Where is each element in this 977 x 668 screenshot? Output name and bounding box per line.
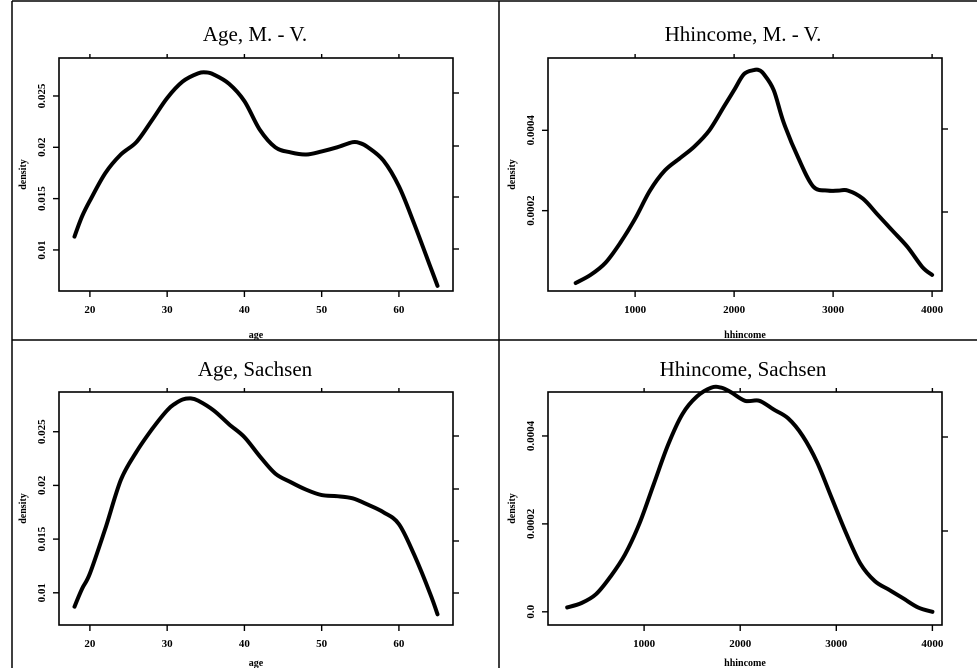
- y-tick-label: 0.025: [36, 419, 48, 444]
- x-tick-label: 1000: [624, 304, 647, 316]
- plot-area: [58, 57, 454, 292]
- y-axis-label: density: [18, 493, 29, 524]
- y-tick-label: 0.0: [525, 604, 537, 618]
- chart-panel: Hhincome, M. - V. 1000 2000 3000 4000 0.0002 0…: [507, 22, 948, 341]
- panel-grid-lines: [11, 0, 977, 668]
- y-tick-label: 0.01: [36, 240, 48, 259]
- y-tick-label: 0.015: [36, 526, 48, 551]
- x-tick-label: 2000: [723, 304, 746, 316]
- x-tick-label: 50: [316, 304, 328, 316]
- x-tick-label: 2000: [729, 638, 752, 650]
- x-axis-label: hhincome: [724, 658, 766, 668]
- y-tick-label: 0.0002: [525, 508, 537, 539]
- y-tick-label: 0.015: [36, 186, 48, 211]
- x-tick-label: 40: [239, 638, 251, 650]
- y-tick-label: 0.0004: [525, 115, 537, 146]
- chart-panel: Hhincome, Sachsen 1000 2000 3000 4000 0.0 0.00…: [507, 357, 948, 668]
- x-tick-label: 60: [393, 638, 405, 650]
- x-tick-label: 3000: [822, 304, 845, 316]
- chart-title: Age, M. - V.: [203, 22, 307, 46]
- y-axis-label: density: [18, 159, 29, 190]
- x-tick-label: 4000: [921, 638, 944, 650]
- x-tick-label: 20: [84, 638, 96, 650]
- plot-area: [58, 391, 454, 626]
- chart-panel: Age, Sachsen 20 30 40 50 60 0.01 0.015 0.02 0.025…: [18, 357, 459, 668]
- plot-area: [547, 57, 943, 292]
- y-axis-label: density: [507, 493, 518, 524]
- y-axis-label: density: [507, 159, 518, 190]
- plot-area: [547, 391, 943, 626]
- x-tick-label: 20: [84, 304, 96, 316]
- y-tick-label: 0.025: [36, 83, 48, 108]
- y-tick-label: 0.0002: [525, 195, 537, 226]
- chart-title: Hhincome, Sachsen: [660, 357, 827, 381]
- y-tick-label: 0.02: [36, 475, 48, 495]
- x-tick-label: 3000: [825, 638, 848, 650]
- chart-title: Hhincome, M. - V.: [665, 22, 822, 46]
- chart-panels: Age, M. - V.20 30 40 50 600.010.0150.020.025…: [18, 22, 948, 668]
- x-tick-label: 30: [162, 638, 174, 650]
- y-tick-label: 0.0004: [525, 420, 537, 451]
- y-tick-label: 0.01: [36, 583, 48, 602]
- x-axis-label: age: [249, 658, 264, 668]
- density-curve: [72, 70, 440, 288]
- x-tick-label: 50: [316, 638, 328, 650]
- x-tick-label: 4000: [921, 304, 944, 316]
- x-tick-label: 60: [393, 304, 405, 316]
- chart-title: Age, Sachsen: [198, 357, 313, 381]
- y-tick-label: 0.02: [36, 137, 48, 157]
- x-tick-label: 30: [162, 304, 174, 316]
- x-tick-label: 40: [239, 304, 251, 316]
- x-axis-label: hhincome: [724, 330, 766, 341]
- density-curve: [72, 396, 440, 617]
- density-curve: [573, 67, 935, 285]
- x-axis-label: age: [249, 330, 264, 341]
- density-curve: [565, 384, 935, 614]
- chart-panel: Age, M. - V. 20 30 40 50 60 0.01 0.015 0.02 0.025…: [18, 22, 459, 341]
- x-tick-label: 1000: [633, 638, 656, 650]
